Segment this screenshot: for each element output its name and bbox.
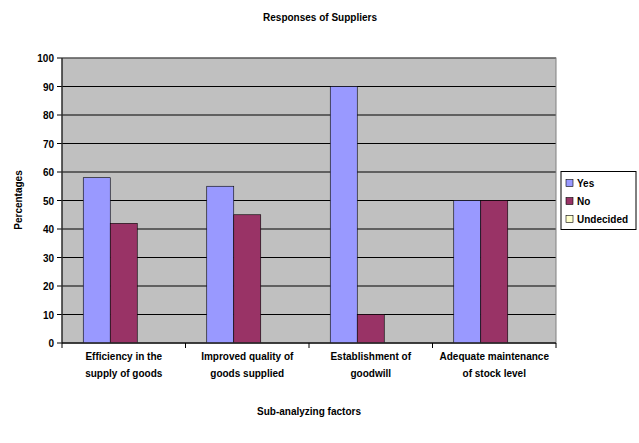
y-tick-label: 90 [43, 82, 55, 93]
legend-swatch [566, 216, 573, 223]
bar [481, 201, 508, 344]
legend-box [561, 172, 636, 230]
grid-line [62, 115, 556, 116]
x-tick [432, 343, 433, 348]
x-tick [185, 343, 186, 348]
y-tick [57, 86, 62, 87]
y-tick-label: 70 [43, 139, 55, 150]
y-tick [57, 200, 62, 201]
title: Responses of Suppliers [263, 12, 377, 23]
background [0, 0, 639, 443]
bars [83, 87, 508, 344]
y-tick [57, 172, 62, 173]
x-tick-label-line: Establishment of [330, 351, 411, 362]
x-tick-label: Establishment of goodwill [330, 351, 411, 379]
legend-swatch [566, 180, 573, 187]
x-axis-label: Sub-analyzing factors [257, 406, 361, 417]
x-tick-label: Improved quality of goods supplied [201, 351, 294, 379]
x-tick [556, 343, 557, 348]
y-tick-label: 40 [43, 224, 55, 235]
y-tick [57, 229, 62, 230]
bar [83, 178, 110, 343]
y-tick [57, 343, 62, 344]
y-tick-label: 10 [43, 310, 55, 321]
bar [110, 223, 137, 343]
y-tick [57, 143, 62, 144]
x-tick-label-line: of stock level [463, 368, 527, 379]
plot-area [62, 58, 556, 343]
y-tick [57, 286, 62, 287]
plot-frame [62, 58, 556, 343]
x-tick-label: Adequate maintenance of stock level [440, 351, 550, 379]
y-tick-label: 30 [43, 253, 55, 264]
x-tick [309, 343, 310, 348]
grid-line [62, 143, 556, 144]
y-tick-label: 80 [43, 110, 55, 121]
grid-line [62, 172, 556, 173]
legend: Yes No Undecided [561, 172, 636, 230]
y-axis-label: Percentages [13, 170, 24, 230]
legend-label: No [577, 196, 590, 207]
x-tick-label-line: Adequate maintenance [440, 351, 550, 362]
x-tick [62, 343, 63, 348]
y-tick-label: 0 [48, 338, 54, 349]
y-tick [57, 58, 62, 59]
y-tick [57, 115, 62, 116]
chart: Responses of Suppliers 0 10 20 30 40 50 60 70 80 9… [0, 0, 639, 443]
bar [357, 315, 384, 344]
y-tick [57, 314, 62, 315]
grid-line [62, 86, 556, 87]
legend-label: Yes [577, 178, 595, 189]
y-tick-label: 20 [43, 281, 55, 292]
y-tick-label: 100 [37, 53, 54, 64]
bar [454, 201, 481, 344]
x-tick-label-line: goods supplied [210, 368, 284, 379]
legend-swatch [566, 198, 573, 205]
x-tick-label: Efficiency in the supply of goods [85, 351, 163, 379]
y-axis [62, 58, 63, 343]
legend-label: Undecided [577, 214, 628, 225]
bar [330, 87, 357, 344]
x-tick-label-line: supply of goods [85, 368, 163, 379]
bar [207, 186, 234, 343]
y-tick [57, 257, 62, 258]
x-tick-label-line: Improved quality of [201, 351, 294, 362]
y-tick-label: 50 [43, 196, 55, 207]
x-tick-label-line: Efficiency in the [85, 351, 162, 362]
x-tick-label-line: goodwill [350, 368, 391, 379]
y-tick-label: 60 [43, 167, 55, 178]
bar [234, 215, 261, 343]
